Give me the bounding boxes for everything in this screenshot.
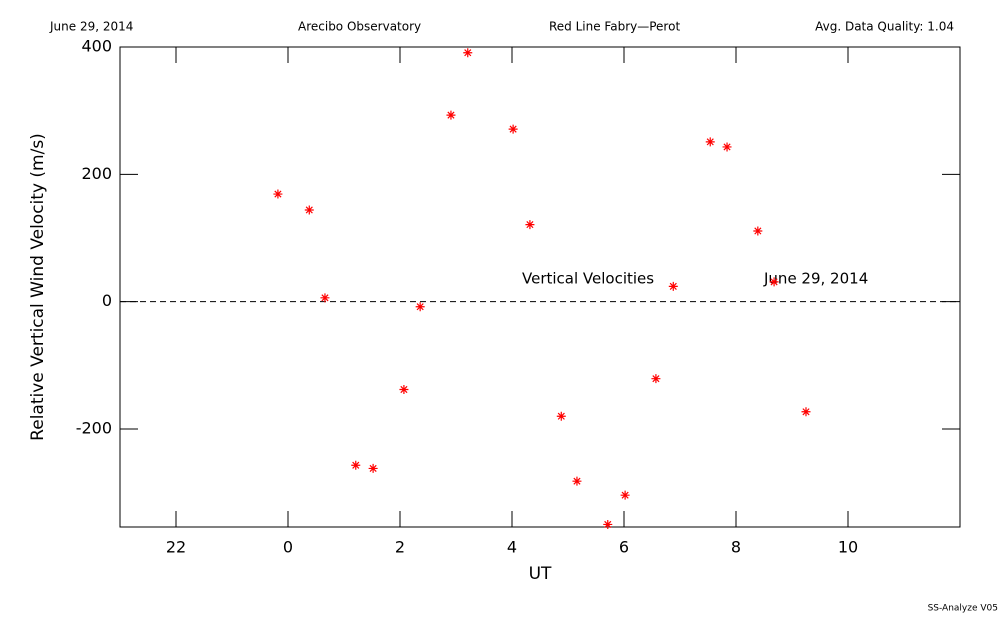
x-tick-label: 4 <box>507 538 517 557</box>
x-tick-label: 0 <box>283 538 293 557</box>
header-date: June 29, 2014 <box>49 20 133 34</box>
data-point <box>769 277 779 287</box>
data-point <box>508 124 518 134</box>
x-axis-label: UT <box>529 564 552 584</box>
data-point <box>525 220 535 230</box>
data-point <box>572 476 582 486</box>
x-tick-label: 8 <box>731 538 741 557</box>
footer: SS-Analyze V05 <box>928 604 998 614</box>
data-point <box>273 189 283 199</box>
y-tick-label: 400 <box>81 37 112 56</box>
x-tick-label: 10 <box>838 538 858 557</box>
y-axis-label: Relative Vertical Wind Velocity (m/s) <box>28 133 48 441</box>
data-point <box>351 460 361 470</box>
data-point <box>399 384 409 394</box>
annotation: June 29, 2014 <box>763 270 868 288</box>
data-point <box>603 519 613 529</box>
data-point <box>801 407 811 417</box>
data-point <box>705 137 715 147</box>
data-point <box>415 302 425 312</box>
data-point <box>304 205 314 215</box>
data-point <box>556 411 566 421</box>
header-site: Arecibo Observatory <box>298 20 421 34</box>
x-tick-label: 2 <box>395 538 405 557</box>
y-tick-label: 200 <box>81 164 112 183</box>
plot-frame <box>119 46 961 528</box>
x-tick-label: 6 <box>619 538 629 557</box>
annotation: Vertical Velocities <box>522 270 654 288</box>
x-tick-label: 22 <box>166 538 186 557</box>
data-point <box>651 374 661 384</box>
data-point <box>668 281 678 291</box>
data-point <box>753 226 763 236</box>
data-point <box>368 463 378 473</box>
y-tick-label: -200 <box>76 418 112 437</box>
data-point <box>446 110 456 120</box>
data-point <box>620 490 630 500</box>
data-point <box>320 293 330 303</box>
data-point <box>722 142 732 152</box>
data-point <box>463 48 473 58</box>
header-quality: Avg. Data Quality: 1.04 <box>815 20 954 34</box>
y-tick-label: 0 <box>102 291 112 310</box>
header-instrument: Red Line Fabry—Perot <box>549 20 680 34</box>
